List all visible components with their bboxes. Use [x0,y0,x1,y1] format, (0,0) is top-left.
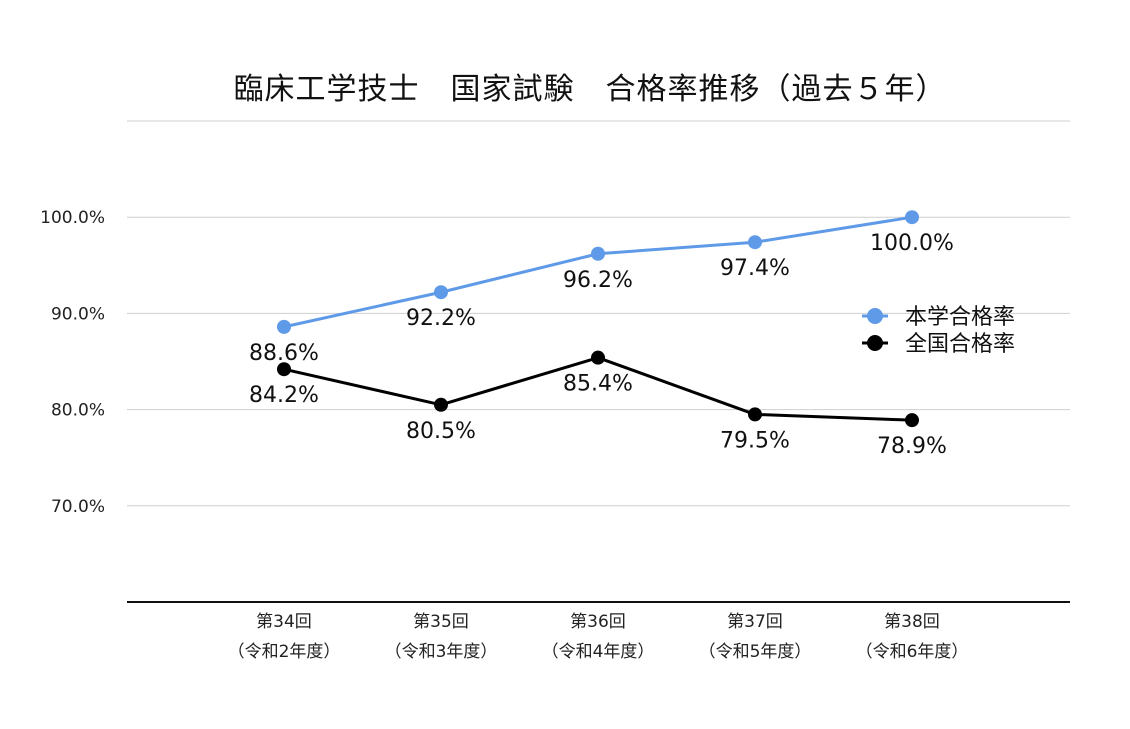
data-point [748,407,762,422]
data-label: 92.2% [406,306,476,331]
x-tick-label: 第38回 [884,612,940,632]
axis-layer: 70.0% 80.0% 90.0% 100.0% 第34回 （令和2年度） 第35回 （令和3… [40,208,1070,662]
data-label: 78.9% [877,434,947,459]
data-label: 85.4% [563,372,633,397]
data-point [905,210,919,225]
y-tick-label: 80.0% [51,401,105,421]
x-tick-label: 第36回 [570,612,626,632]
data-label: 79.5% [720,428,790,453]
data-label: 84.2% [249,383,319,408]
x-tick-sublabel: （令和4年度） [542,642,655,662]
data-label-layer: 88.6% 92.2% 96.2% 97.4% 100.0% 84.2% 80.5% 85.4… [249,231,954,459]
y-tick-label: 70.0% [51,497,105,517]
x-tick-sublabel: （令和2年度） [228,642,341,662]
y-tick-label: 100.0% [40,208,105,228]
y-tick-label: 90.0% [51,304,105,324]
data-label: 80.5% [406,419,476,444]
data-label: 100.0% [870,231,954,256]
data-point [905,413,919,428]
data-label: 88.6% [249,341,319,366]
x-tick-label: 第34回 [256,612,312,632]
chart-title: 臨床工学技士 国家試験 合格率推移（過去５年） [233,72,947,107]
data-label: 96.2% [563,268,633,293]
data-point [434,397,448,412]
data-label: 97.4% [720,256,790,281]
x-tick-label: 第35回 [413,612,469,632]
legend-label-2: 全国合格率 [905,332,1015,357]
x-tick-sublabel: （令和3年度） [385,642,498,662]
data-point [591,246,605,261]
legend-marker-2 [867,335,883,351]
legend-marker-1 [867,308,883,324]
data-point [277,362,291,377]
data-point [434,285,448,300]
data-point [277,319,291,334]
x-tick-sublabel: （令和6年度） [856,642,969,662]
x-tick-label: 第37回 [727,612,783,632]
series-layer [277,210,919,428]
data-point [591,350,605,365]
data-point [748,235,762,250]
x-tick-sublabel: （令和5年度） [699,642,812,662]
legend-label-1: 本学合格率 [905,305,1015,330]
